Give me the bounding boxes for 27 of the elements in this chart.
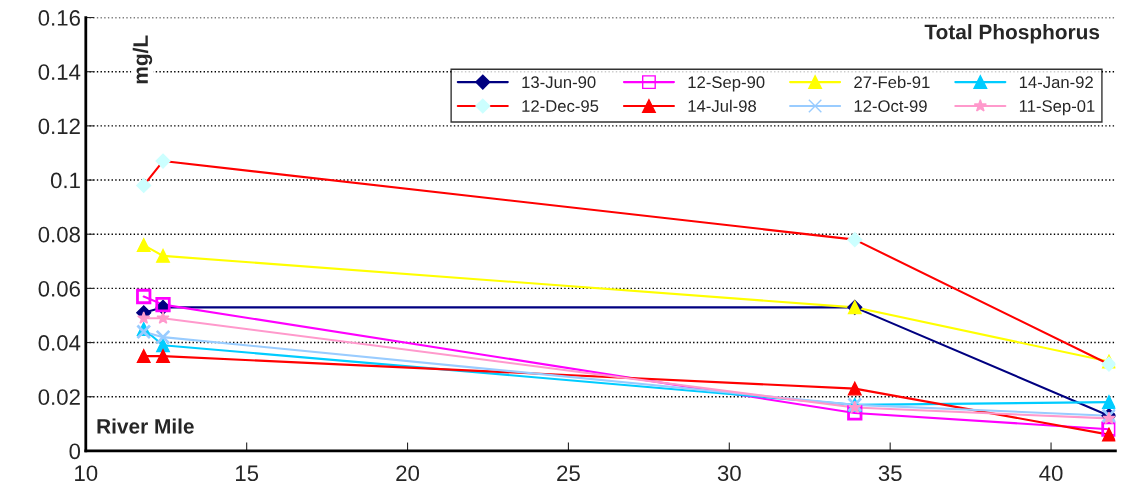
y-tick-label: 0.04 bbox=[38, 335, 81, 351]
chart-title: Total Phosphorus bbox=[924, 24, 1100, 44]
y-tick-label: 0.02 bbox=[38, 389, 80, 405]
x-axis-title: River Mile bbox=[97, 418, 194, 434]
x-tick-label: 15 bbox=[236, 465, 259, 482]
legend-label: 14-Jan-92 bbox=[1019, 76, 1093, 89]
x-tick-label: 35 bbox=[878, 465, 902, 482]
legend-label: 13-Jun-90 bbox=[522, 76, 596, 89]
y-tick-label: 0 bbox=[69, 443, 81, 460]
y-tick-label: 0.14 bbox=[38, 64, 81, 80]
y-tick-label: 0.06 bbox=[38, 280, 80, 297]
legend-label: 12-Sep-90 bbox=[688, 76, 765, 92]
y-axis-title: mg/L bbox=[132, 35, 153, 84]
legend-label: 12-Dec-95 bbox=[522, 100, 599, 112]
legend-label: 11-Sep-01 bbox=[1019, 100, 1095, 116]
legend-label: 14-Jul-98 bbox=[688, 99, 757, 112]
y-tick-label: 0.12 bbox=[38, 118, 80, 135]
x-tick-label: 40 bbox=[1039, 465, 1063, 482]
y-tick-label: 0.08 bbox=[38, 226, 80, 243]
x-tick-label: 25 bbox=[557, 465, 580, 482]
y-tick-label: 0.16 bbox=[38, 10, 80, 26]
x-tick-label: 10 bbox=[75, 465, 98, 482]
x-tick-label: 20 bbox=[396, 465, 420, 482]
x-tick-label: 30 bbox=[717, 465, 741, 482]
legend-label: 27-Feb-91 bbox=[854, 75, 930, 89]
legend-label: 12-Oct-99 bbox=[854, 100, 927, 112]
y-tick-label: 0.1 bbox=[50, 172, 80, 189]
